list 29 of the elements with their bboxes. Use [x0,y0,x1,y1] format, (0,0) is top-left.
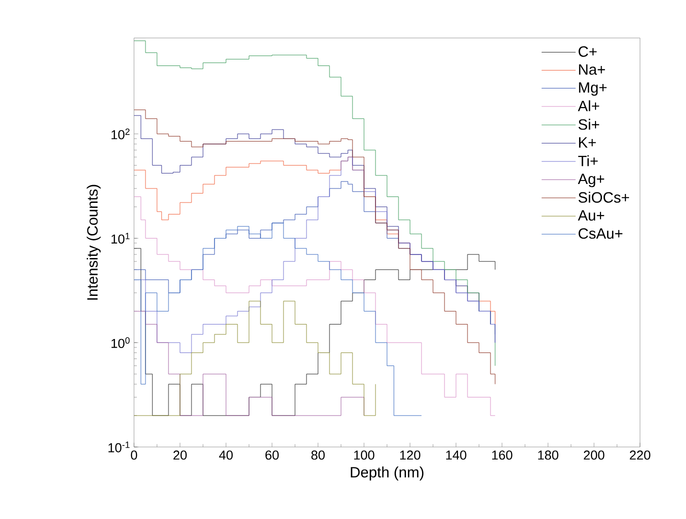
legend-label: CsAu+ [578,228,622,239]
legend-label: Ti+ [578,155,598,166]
y-axis-title: Intensity (Counts) [86,184,101,300]
x-tick-label: 220 [630,450,650,460]
legend-label: Al+ [578,100,600,112]
legend-label: Au+ [578,210,604,221]
x-tick-label: 200 [584,450,604,460]
legend-label: K+ [579,137,596,148]
x-tick-label: 100 [354,450,374,460]
legend-label: Mg+ [579,82,607,96]
y-tick-label: 10$^{0}$ [112,337,130,348]
x-tick-label: 20 [173,450,187,460]
y-tick-label: 10$^{-1}$ [108,442,130,452]
x-tick-label: 60 [265,450,279,460]
legend-label: Na+ [579,64,605,75]
y-tick-label: 10$^{2}$ [112,128,130,140]
legend-label: Si+ [578,118,600,130]
x-axis-title: Depth (nm) [350,466,424,480]
legend-label: SiOCs+ [578,192,630,203]
x-tick-label: 40 [219,450,233,460]
legend-label: C+ [578,46,597,57]
legend-label: Ag+ [578,174,604,188]
x-tick-label: 120 [400,450,420,460]
x-tick-label: 140 [446,450,466,460]
x-tick-label: 80 [311,450,325,460]
x-tick-label: 0 [130,450,138,460]
x-tick-label: 180 [538,450,558,460]
y-tick-label: 10$^{1}$ [112,232,130,244]
x-tick-label: 160 [492,450,512,460]
